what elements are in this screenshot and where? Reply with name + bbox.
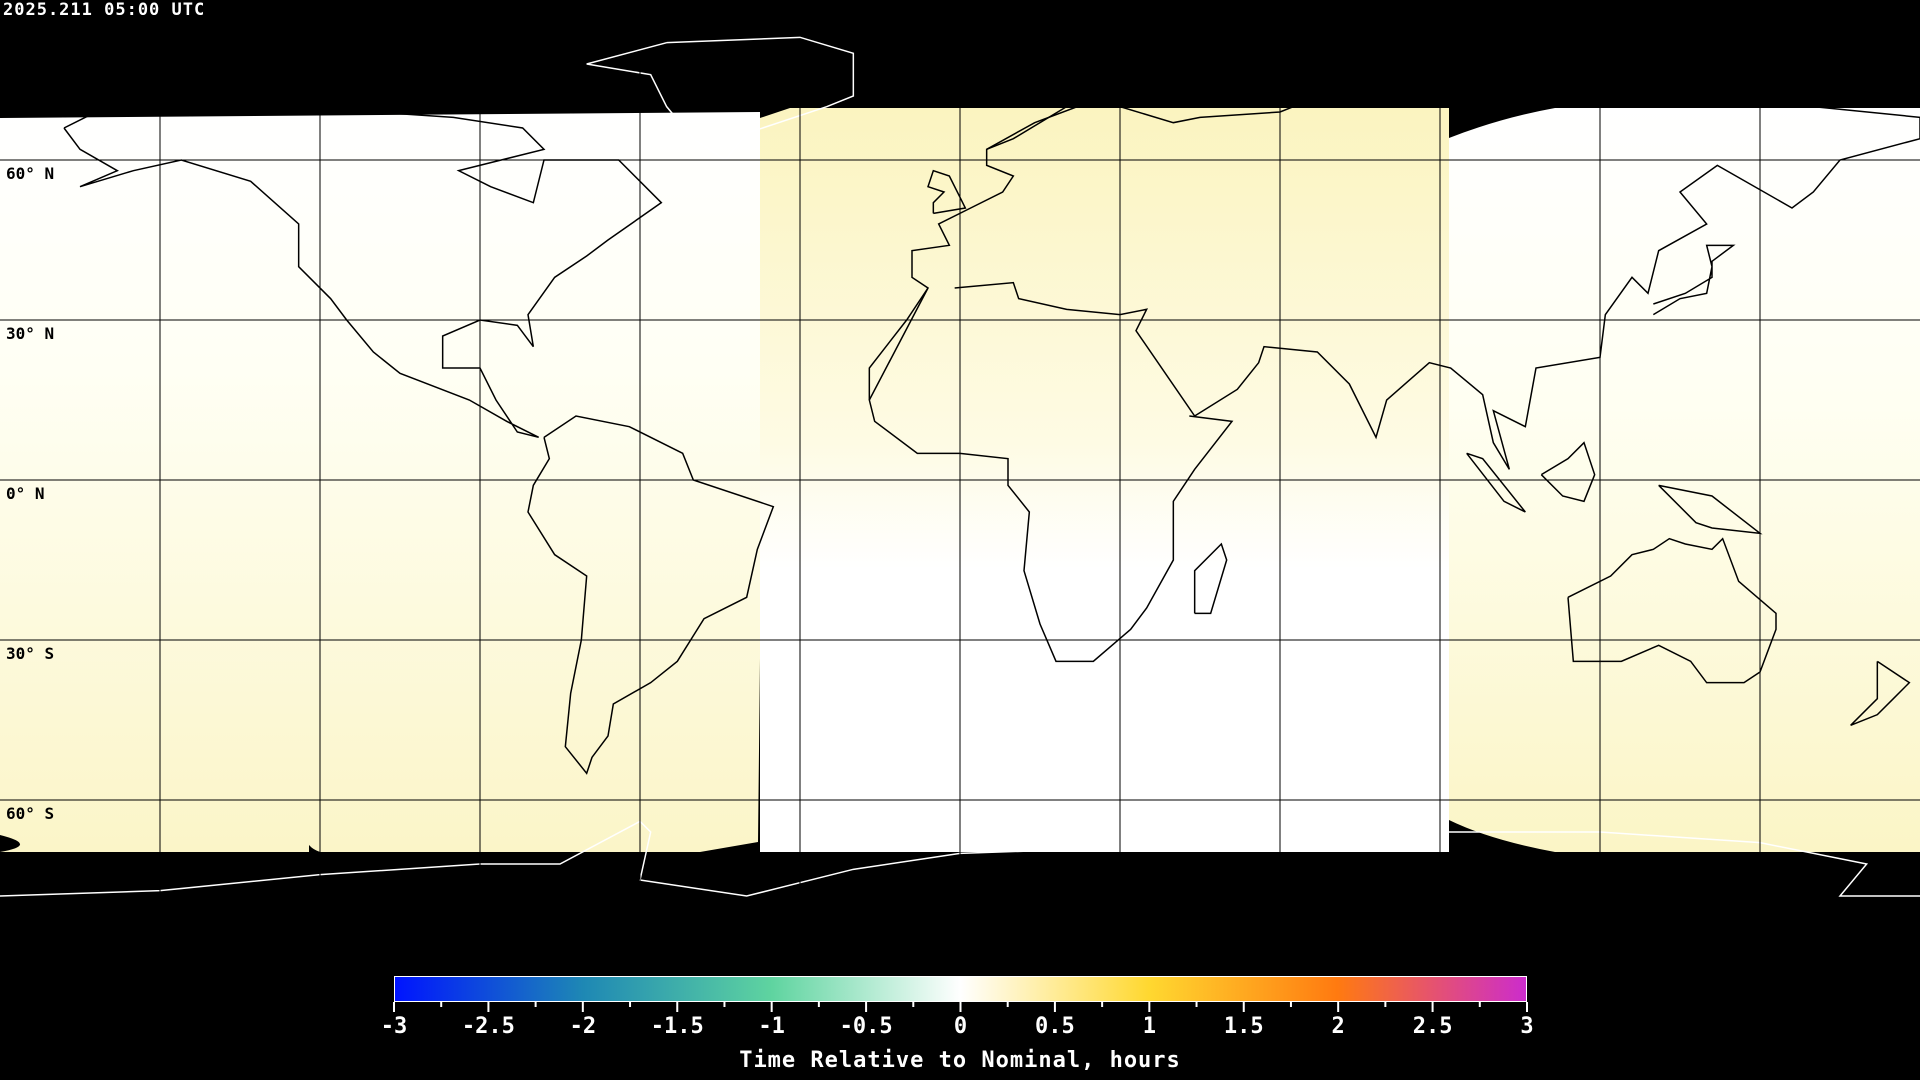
coastline-new-zealand (1850, 660, 1911, 727)
graticule (0, 53, 1920, 907)
coastline-australia (1567, 537, 1777, 684)
colorbar (394, 976, 1527, 1002)
colorbar-tick-label: 1 (1142, 1014, 1156, 1039)
world-map (0, 36, 1920, 907)
colorbar-tick-label: -2.5 (461, 1014, 515, 1039)
colorbar-tick-label: -3 (380, 1014, 408, 1039)
colorbar-tick-label: 3 (1520, 1014, 1534, 1039)
coverage-region-west-bottom (0, 835, 20, 852)
lat-label-30n: 30° N (6, 324, 55, 343)
colorbar-tick-label: -1 (758, 1014, 785, 1039)
coastline-great-britain (927, 169, 967, 215)
coastline-africa (868, 287, 1234, 663)
colorbar-tick-label: 2.5 (1412, 1014, 1453, 1039)
colorbar-tick-label: 2 (1331, 1014, 1345, 1039)
colorbar-tick-label: 0.5 (1035, 1014, 1075, 1039)
timestamp: 2025.211 05:00 UTC (3, 0, 206, 20)
coastline-new-guinea (1658, 484, 1763, 535)
colorbar-tick-label: 0 (953, 1014, 968, 1039)
coastline-africa-eurasia (868, 73, 1920, 470)
lat-label-60n: 60° N (6, 164, 55, 183)
coastline-madagascar (1193, 542, 1228, 615)
lat-label-30s: 30° S (6, 644, 55, 663)
coastline-europe-north (986, 106, 1068, 151)
colorbar-tick-label: 1.5 (1223, 1014, 1264, 1039)
colorbar-tick-label: -0.5 (839, 1014, 893, 1039)
colorbar-title: Time Relative to Nominal, hours (739, 1048, 1181, 1073)
coastline-sumatra (1466, 452, 1526, 513)
lat-label-60s: 60° S (6, 804, 55, 823)
coastline-north-america (63, 105, 663, 439)
coverage-region-west (0, 112, 765, 852)
coastline-japan (1652, 244, 1736, 316)
coastline-borneo (1540, 441, 1596, 503)
coastline-south-america (527, 415, 775, 775)
colorbar-tick-label: -1.5 (650, 1014, 704, 1039)
colorbar-tick-label: -2 (569, 1014, 597, 1039)
lat-label-0n: 0° N (6, 484, 45, 503)
